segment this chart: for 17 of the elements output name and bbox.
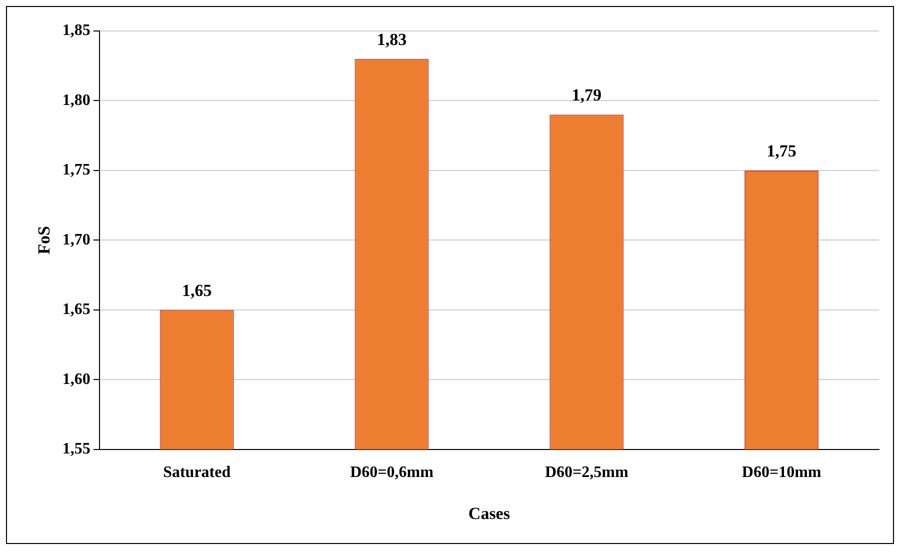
x-tick-label: D60=10mm — [742, 464, 822, 482]
x-tick-label: D60=0,6mm — [350, 464, 434, 482]
y-tick-label: 1,70 — [62, 231, 90, 248]
x-tick-label: D60=2,5mm — [544, 464, 629, 482]
x-axis-title: Cases — [468, 504, 510, 524]
y-tick-label: 1,60 — [62, 370, 90, 388]
data-label: 1,75 — [766, 141, 796, 160]
y-tick-label: 1,65 — [62, 301, 90, 318]
x-tick-label: Saturated — [163, 464, 231, 482]
y-axis-title: FoS — [34, 226, 54, 254]
y-tick-label: 1,80 — [62, 92, 90, 109]
y-tick-label: 1,55 — [62, 440, 90, 458]
data-label: 1,83 — [376, 30, 407, 49]
data-label: 1,65 — [182, 280, 212, 300]
y-tick-label: 1,85 — [62, 22, 90, 40]
data-label: 1,79 — [572, 86, 602, 105]
y-tick-label: 1,75 — [62, 162, 90, 179]
